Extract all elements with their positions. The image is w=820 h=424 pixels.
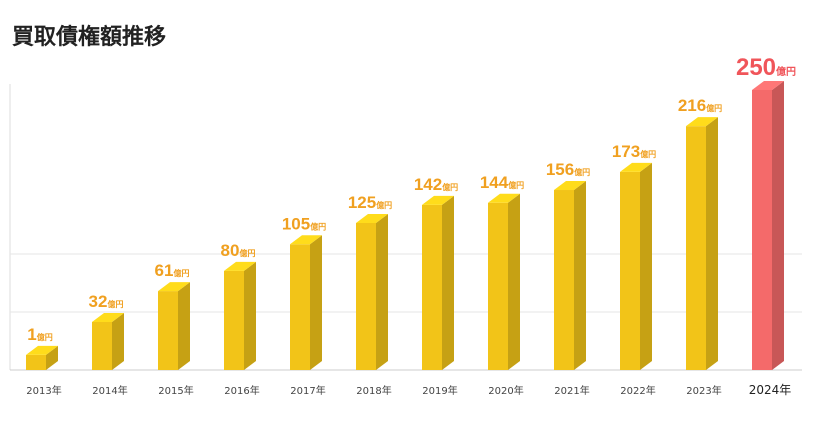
value-unit: 億円 <box>173 268 189 278</box>
value-label: 32億円 <box>89 292 124 311</box>
bar-side <box>706 117 718 371</box>
x-tick-label: 2013年 <box>26 384 61 397</box>
bar-side <box>310 235 322 370</box>
bar <box>26 354 46 370</box>
bar-side <box>640 162 652 370</box>
value-number: 156 <box>546 160 574 179</box>
bar <box>422 204 442 370</box>
value-unit: 億円 <box>310 221 326 231</box>
bar-top <box>224 261 256 271</box>
bar-side <box>178 282 190 370</box>
value-unit: 億円 <box>442 182 458 192</box>
x-tick-label: 2017年 <box>290 384 325 397</box>
bar-top <box>290 235 322 245</box>
value-label: 250億円 <box>736 54 796 81</box>
value-number: 142 <box>414 175 442 194</box>
bar <box>686 126 706 371</box>
x-tick-label: 2018年 <box>356 384 391 397</box>
x-tick-label: 2016年 <box>224 384 259 397</box>
x-tick-label: 2024年 <box>749 383 792 397</box>
value-number: 105 <box>282 214 310 233</box>
value-unit: 億円 <box>376 200 392 210</box>
value-number: 80 <box>221 241 240 260</box>
value-number: 32 <box>89 292 108 311</box>
value-number: 61 <box>155 261 174 280</box>
value-number: 144 <box>480 173 509 192</box>
bar-side <box>772 81 784 370</box>
value-label: 173億円 <box>612 142 656 161</box>
x-tick-label: 2020年 <box>488 384 523 397</box>
bar-top <box>488 193 520 203</box>
chart-title: 買取債権額推移 <box>12 24 166 50</box>
value-label: 156億円 <box>546 160 590 179</box>
value-label: 105億円 <box>282 214 326 233</box>
bar-top <box>422 195 454 205</box>
value-unit: 億円 <box>239 248 255 258</box>
bar-side <box>112 312 124 370</box>
bar <box>224 270 244 370</box>
bar <box>752 90 772 370</box>
bar-side <box>376 214 388 370</box>
value-label: 125億円 <box>348 193 392 212</box>
value-number: 1 <box>27 325 36 344</box>
bar <box>620 171 640 370</box>
bar <box>158 291 178 370</box>
bar-top <box>92 312 124 322</box>
x-tick-label: 2014年 <box>92 384 127 397</box>
bar-side <box>442 195 454 370</box>
value-unit: 億円 <box>776 65 796 78</box>
bar-top <box>686 117 718 127</box>
x-tick-label: 2023年 <box>686 384 721 397</box>
value-unit: 億円 <box>508 180 524 190</box>
value-unit: 億円 <box>107 299 123 309</box>
value-label: 80億円 <box>221 241 256 260</box>
value-number: 250 <box>736 54 776 81</box>
value-label: 61億円 <box>155 261 190 280</box>
bar <box>554 190 574 370</box>
bar <box>488 202 508 370</box>
bar <box>290 244 310 370</box>
bar-top <box>158 282 190 292</box>
bar-side <box>574 181 586 370</box>
value-unit: 億円 <box>574 167 590 177</box>
value-number: 125 <box>348 193 376 212</box>
x-tick-label: 2019年 <box>422 384 457 397</box>
value-unit: 億円 <box>706 103 722 113</box>
x-tick-label: 2022年 <box>620 384 655 397</box>
bar <box>356 223 376 370</box>
value-label: 144億円 <box>480 173 524 192</box>
bar-side <box>244 261 256 370</box>
value-number: 173 <box>612 142 640 161</box>
bar-top <box>26 345 58 355</box>
value-unit: 億円 <box>640 149 656 159</box>
bar-side <box>508 193 520 370</box>
value-label: 1億円 <box>27 325 52 344</box>
value-number: 216 <box>678 96 706 115</box>
x-tick-label: 2015年 <box>158 384 193 397</box>
value-unit: 億円 <box>37 332 53 342</box>
x-tick-label: 2021年 <box>554 384 589 397</box>
bar-top <box>620 162 652 172</box>
bar-top <box>356 214 388 223</box>
value-label: 216億円 <box>678 96 722 115</box>
bar-top <box>752 81 784 90</box>
bar-top <box>554 181 586 191</box>
bar-side <box>46 345 58 370</box>
bar <box>92 321 112 370</box>
value-label: 142億円 <box>414 175 458 194</box>
